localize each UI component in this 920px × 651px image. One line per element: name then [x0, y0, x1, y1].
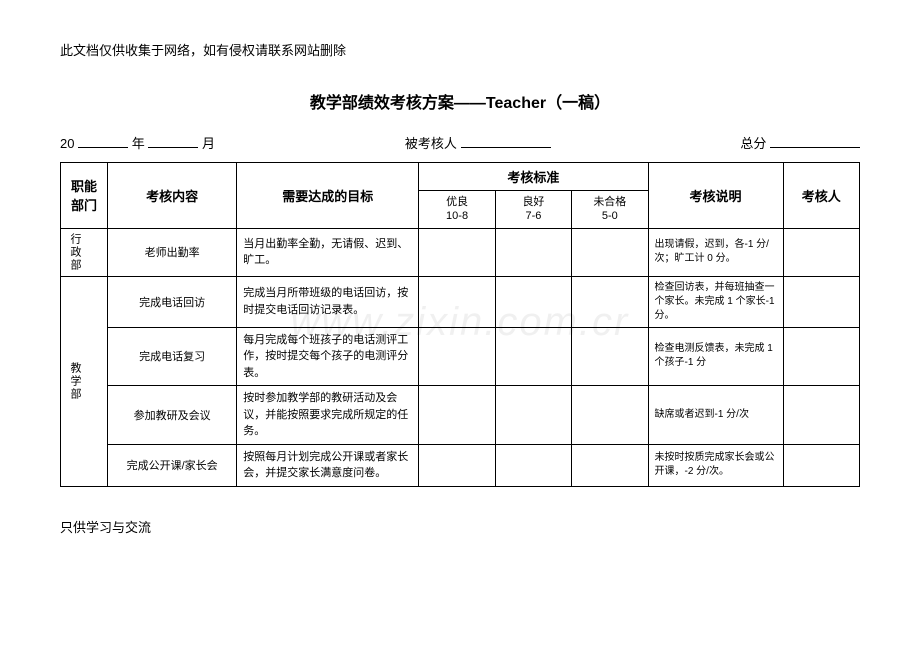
target-cell: 完成当月所带班级的电话回访，按时提交电话回访记录表。 [237, 276, 419, 327]
meta-assessee: 被考核人 [215, 133, 740, 152]
score-fail-cell [572, 228, 648, 276]
month-label: 月 [202, 136, 215, 151]
score-excellent-cell [419, 327, 495, 386]
score-fail-cell [572, 327, 648, 386]
subheader-fail: 未合格 5-0 [572, 191, 648, 229]
header-note: 考核说明 [648, 163, 783, 229]
reviewer-cell [783, 444, 859, 486]
note-cell: 检查回访表，并每班抽查一个家长。未完成 1 个家长-1 分。 [648, 276, 783, 327]
score-excellent-cell [419, 228, 495, 276]
dept-cell: 教学部 [61, 276, 108, 486]
assessment-table: 职能部门 考核内容 需要达成的目标 考核标准 考核说明 考核人 优良 10-8 … [60, 162, 860, 487]
footer-note: 只供学习与交流 [60, 517, 860, 536]
good-label: 良好 [522, 196, 544, 208]
meta-row: 20 年 月 被考核人 总分 [60, 133, 860, 152]
dept-cell: 行政部 [61, 228, 108, 276]
year-prefix: 20 [60, 136, 74, 151]
excellent-label: 优良 [446, 196, 468, 208]
score-good-cell [495, 228, 571, 276]
score-fail-cell [572, 386, 648, 445]
content-cell: 完成电话回访 [108, 276, 237, 327]
total-label: 总分 [740, 136, 766, 151]
note-cell: 出现请假，迟到，各-1 分/次；旷工计 0 分。 [648, 228, 783, 276]
header-note: 此文档仅供收集于网络，如有侵权请联系网站删除 [60, 40, 860, 59]
score-good-cell [495, 276, 571, 327]
target-cell: 当月出勤率全勤，无请假、迟到、旷工。 [237, 228, 419, 276]
reviewer-cell [783, 228, 859, 276]
dept-admin: 行政部 [67, 233, 83, 272]
score-fail-cell [572, 444, 648, 486]
reviewer-cell [783, 386, 859, 445]
year-blank [78, 135, 128, 148]
note-cell: 检查电测反馈表，未完成 1 个孩子-1 分 [648, 327, 783, 386]
good-range: 7-6 [525, 210, 541, 222]
score-excellent-cell [419, 444, 495, 486]
meta-total: 总分 [740, 133, 860, 152]
content-cell: 参加教研及会议 [108, 386, 237, 445]
note-cell: 缺席或者迟到-1 分/次 [648, 386, 783, 445]
excellent-range: 10-8 [446, 210, 468, 222]
table-row: 行政部 老师出勤率 当月出勤率全勤，无请假、迟到、旷工。 出现请假，迟到，各-1… [61, 228, 860, 276]
year-label: 年 [132, 136, 145, 151]
fail-label: 未合格 [593, 196, 626, 208]
score-excellent-cell [419, 386, 495, 445]
month-blank [148, 135, 198, 148]
table-header-row: 职能部门 考核内容 需要达成的目标 考核标准 考核说明 考核人 [61, 163, 860, 191]
score-excellent-cell [419, 276, 495, 327]
header-content: 考核内容 [108, 163, 237, 229]
score-good-cell [495, 444, 571, 486]
target-cell: 每月完成每个班孩子的电话测评工作，按时提交每个孩子的电测评分表。 [237, 327, 419, 386]
header-target: 需要达成的目标 [237, 163, 419, 229]
target-cell: 按照每月计划完成公开课或者家长会，并提交家长满意度问卷。 [237, 444, 419, 486]
assessee-blank [461, 135, 551, 148]
subheader-excellent: 优良 10-8 [419, 191, 495, 229]
target-cell: 按时参加教学部的教研活动及会议，并能按照要求完成所规定的任务。 [237, 386, 419, 445]
dept-teaching: 教学部 [67, 362, 83, 401]
score-good-cell [495, 327, 571, 386]
table-row: 教学部 完成电话回访 完成当月所带班级的电话回访，按时提交电话回访记录表。 检查… [61, 276, 860, 327]
score-fail-cell [572, 276, 648, 327]
note-cell: 未按时按质完成家长会或公开课，-2 分/次。 [648, 444, 783, 486]
content-cell: 完成公开课/家长会 [108, 444, 237, 486]
table-row: 参加教研及会议 按时参加教学部的教研活动及会议，并能按照要求完成所规定的任务。 … [61, 386, 860, 445]
header-dept: 职能部门 [61, 163, 108, 229]
content-cell: 老师出勤率 [108, 228, 237, 276]
meta-date: 20 年 月 [60, 133, 215, 152]
content-cell: 完成电话复习 [108, 327, 237, 386]
table-row: 完成电话复习 每月完成每个班孩子的电话测评工作，按时提交每个孩子的电测评分表。 … [61, 327, 860, 386]
assessee-label: 被考核人 [405, 136, 457, 151]
page-title: 教学部绩效考核方案——Teacher（一稿） [60, 89, 860, 113]
fail-range: 5-0 [602, 210, 618, 222]
subheader-good: 良好 7-6 [495, 191, 571, 229]
total-blank [770, 135, 860, 148]
reviewer-cell [783, 327, 859, 386]
header-reviewer: 考核人 [783, 163, 859, 229]
score-good-cell [495, 386, 571, 445]
table-row: 完成公开课/家长会 按照每月计划完成公开课或者家长会，并提交家长满意度问卷。 未… [61, 444, 860, 486]
header-standard: 考核标准 [419, 163, 648, 191]
reviewer-cell [783, 276, 859, 327]
